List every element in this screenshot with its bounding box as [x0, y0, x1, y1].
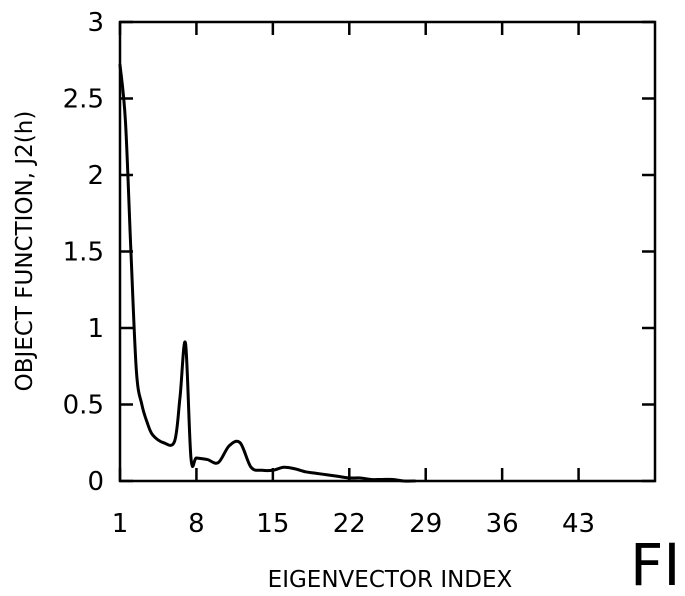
x-tick-label: 1	[112, 509, 129, 539]
y-axis-title: OBJECT FUNCTION, J2(h)	[12, 111, 38, 392]
x-tick-label: 43	[562, 509, 595, 539]
x-tick-label: 8	[188, 509, 205, 539]
y-tick-label: 1.5	[63, 238, 104, 268]
y-tick-label: 2.5	[63, 85, 104, 115]
axis-ticks	[120, 22, 655, 481]
x-tick-label: 29	[409, 509, 442, 539]
figure-label: FI	[630, 531, 680, 596]
y-tick-label: 1	[87, 314, 104, 344]
x-axis-title: EIGENVECTOR INDEX	[268, 567, 513, 593]
x-tick-label: 15	[256, 509, 289, 539]
y-tick-label: 0.5	[63, 391, 104, 421]
plot-frame	[120, 22, 655, 481]
series-line	[120, 65, 415, 481]
x-tick-label: 36	[486, 509, 519, 539]
x-tick-label: 22	[333, 509, 366, 539]
y-tick-label: 2	[87, 161, 104, 191]
axis-tick-labels: 1 8 15 22 29 36 43 0 0.5 1 1.5 2 2.5 3	[63, 8, 595, 539]
y-tick-label: 0	[87, 467, 104, 497]
y-tick-label: 3	[87, 8, 104, 38]
